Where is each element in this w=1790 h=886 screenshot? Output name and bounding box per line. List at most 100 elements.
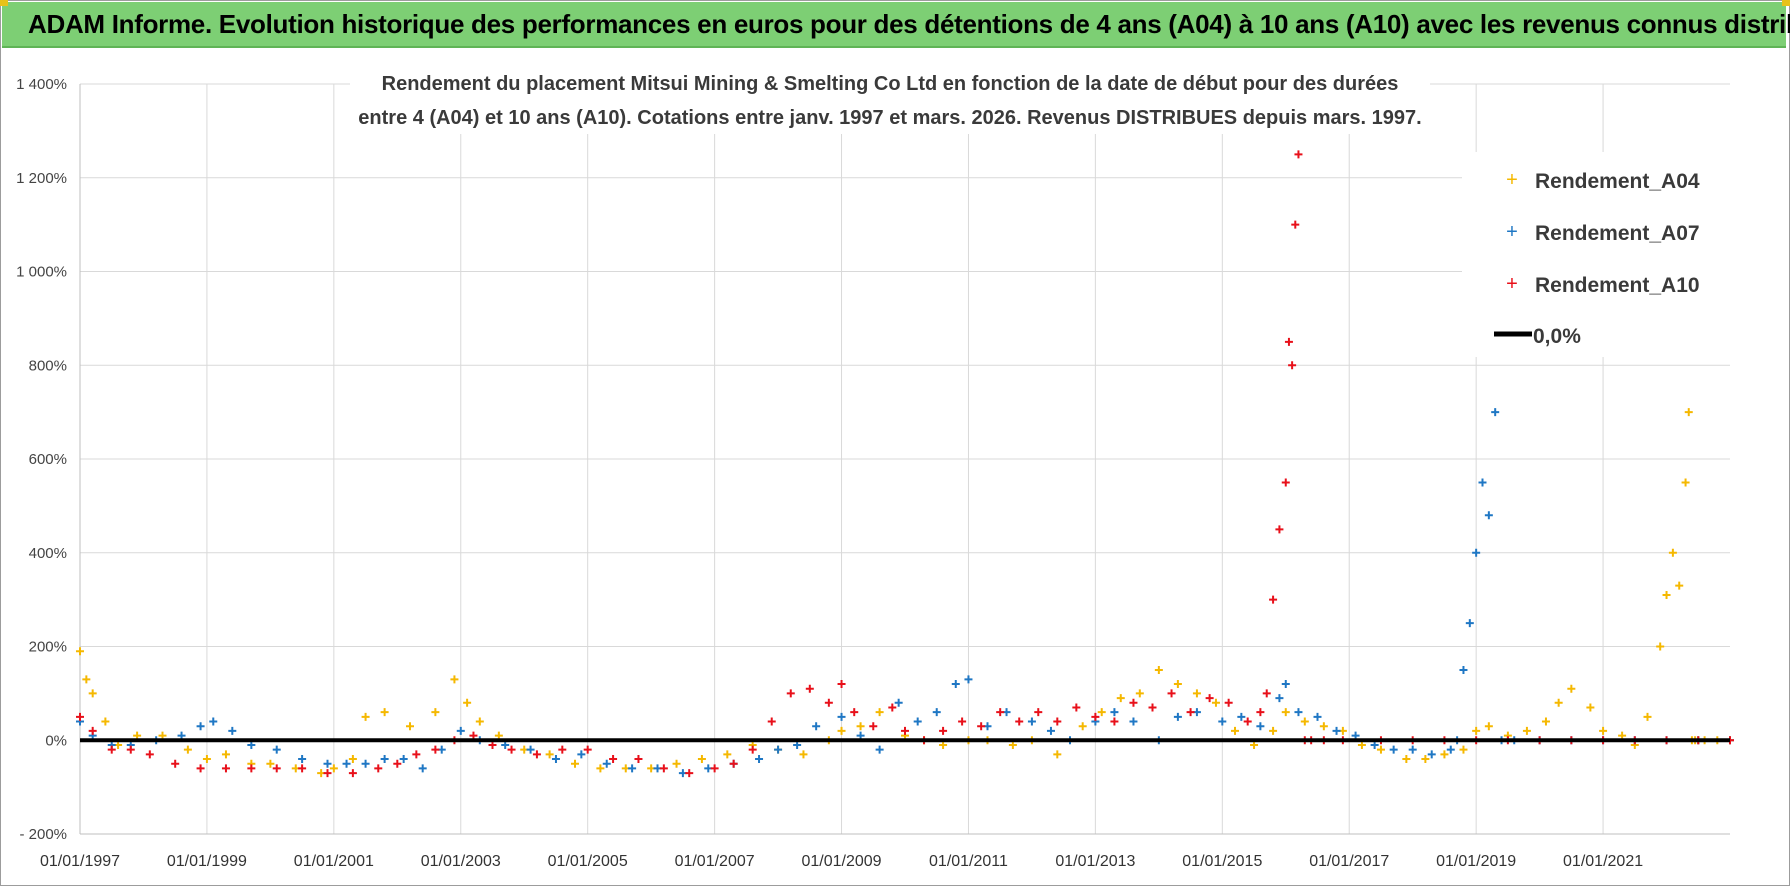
series-a10-point bbox=[767, 717, 776, 726]
series-a10-point bbox=[412, 750, 421, 759]
series-a10-point bbox=[685, 769, 694, 778]
series-a04-point bbox=[1472, 726, 1481, 735]
x-tick-label: 01/01/2013 bbox=[1055, 853, 1135, 870]
series-Rendement_A04 bbox=[76, 408, 1734, 778]
series-a07-point bbox=[577, 750, 586, 759]
series-a07-point bbox=[602, 759, 611, 768]
banner-title: ADAM Informe. Evolution historique des p… bbox=[28, 9, 1790, 39]
series-a07-point bbox=[1427, 750, 1436, 759]
series-a10-point bbox=[393, 759, 402, 768]
series-a04-point bbox=[1053, 750, 1062, 759]
x-tick-label: 01/01/2007 bbox=[675, 853, 755, 870]
series-a07-point bbox=[342, 759, 351, 768]
series-a07-point bbox=[1275, 694, 1284, 703]
series-a04-point bbox=[133, 731, 142, 740]
series-a07-point bbox=[1110, 708, 1119, 717]
series-a07-point bbox=[272, 745, 281, 754]
series-a04-point bbox=[329, 764, 338, 773]
series-a07-point bbox=[755, 755, 764, 763]
series-a07-point bbox=[1472, 548, 1481, 557]
series-a10-point bbox=[1053, 717, 1062, 726]
series-a04-point bbox=[697, 755, 706, 763]
series-a07-point bbox=[1046, 726, 1055, 735]
y-tick-label: 0% bbox=[45, 732, 67, 749]
series-a07-point bbox=[1484, 511, 1493, 520]
series-a04-point bbox=[1675, 581, 1684, 590]
series-a04-point bbox=[450, 675, 459, 684]
series-a10-point bbox=[374, 764, 383, 773]
series-a10-point bbox=[1091, 712, 1100, 721]
series-a04-point bbox=[88, 689, 97, 698]
series-a10-point bbox=[1294, 150, 1303, 159]
series-a07-point bbox=[1459, 665, 1468, 674]
series-a04-point bbox=[266, 759, 275, 768]
series-a04-point bbox=[837, 726, 846, 735]
y-axis: - 200% 0% 200% 400% 600% 800% 1 000% 1 200% 1 40… bbox=[16, 76, 67, 843]
series-a04-point bbox=[494, 731, 503, 740]
series-a10-point bbox=[348, 769, 357, 778]
series-a10-point bbox=[272, 764, 281, 773]
series-a10-point bbox=[609, 755, 618, 763]
series-a04-point bbox=[1567, 684, 1576, 693]
series-a04-point bbox=[463, 698, 472, 707]
series-a04-point bbox=[1656, 642, 1665, 651]
series-a07-point bbox=[1332, 726, 1341, 735]
series-a04-point bbox=[1319, 722, 1328, 731]
x-tick-label: 01/01/2003 bbox=[421, 853, 501, 870]
series-a07-point bbox=[1237, 712, 1246, 721]
series-a10-point bbox=[850, 708, 859, 717]
series-a04-point bbox=[1357, 740, 1366, 749]
legend-label-a04: Rendement_A04 bbox=[1535, 170, 1700, 193]
series-a10-point bbox=[888, 703, 897, 712]
series-a04-point bbox=[1618, 731, 1627, 740]
series-a10-point bbox=[837, 680, 846, 688]
corner-accent-right bbox=[1782, 0, 1790, 6]
series-a04-point bbox=[545, 750, 554, 759]
chart-title: Rendement du placement Mitsui Mining & S… bbox=[350, 64, 1430, 134]
series-a10-point bbox=[298, 764, 307, 773]
series-a04-point bbox=[1684, 408, 1693, 417]
x-tick-label: 01/01/2019 bbox=[1436, 853, 1516, 870]
series-a04-point bbox=[1231, 726, 1239, 735]
series-a04-point bbox=[1300, 717, 1309, 726]
series-a07-point bbox=[932, 708, 941, 717]
series-a10-point bbox=[748, 745, 757, 754]
series-a10-point bbox=[145, 750, 154, 759]
series-a10-point bbox=[1148, 703, 1157, 712]
series-a10-point bbox=[786, 689, 795, 698]
series-a07-point bbox=[399, 755, 408, 763]
series-a04-point bbox=[475, 717, 484, 726]
series-a04-point bbox=[1541, 717, 1550, 726]
series-a07-point bbox=[1129, 717, 1138, 726]
series-a04-point bbox=[82, 675, 91, 684]
series-a07-point bbox=[1446, 745, 1455, 754]
series-a07-point bbox=[1218, 717, 1227, 726]
series-a10-point bbox=[1288, 361, 1297, 370]
series-a04-point bbox=[1554, 698, 1563, 707]
series-a04-point bbox=[1250, 740, 1259, 749]
y-tick-label: 400% bbox=[29, 545, 67, 562]
series-a04-point bbox=[1154, 665, 1163, 674]
y-tick-label: 800% bbox=[29, 357, 67, 374]
series-a07-point bbox=[209, 717, 218, 726]
series-a10-point bbox=[221, 764, 230, 773]
series-a10-point bbox=[558, 745, 567, 754]
series-a04-point bbox=[76, 647, 84, 656]
series-a07-point bbox=[526, 745, 535, 754]
series-a07-point bbox=[1027, 717, 1036, 726]
series-a04-point bbox=[1681, 478, 1690, 487]
series-a04-point bbox=[1421, 755, 1430, 763]
series-a04-point bbox=[1097, 708, 1106, 717]
series-a07-point bbox=[913, 717, 922, 726]
series-a10-point bbox=[1256, 708, 1265, 717]
series-a04-point bbox=[1376, 745, 1385, 754]
series-a10-point bbox=[247, 764, 256, 773]
series-a07-point bbox=[1465, 619, 1474, 628]
series-a10-point bbox=[1072, 703, 1081, 712]
series-a10-point bbox=[659, 764, 668, 773]
series-a04-point bbox=[1440, 750, 1449, 759]
series-a07-point bbox=[1370, 740, 1379, 749]
series-a07-point bbox=[1294, 708, 1303, 717]
series-a04-point bbox=[672, 759, 681, 768]
